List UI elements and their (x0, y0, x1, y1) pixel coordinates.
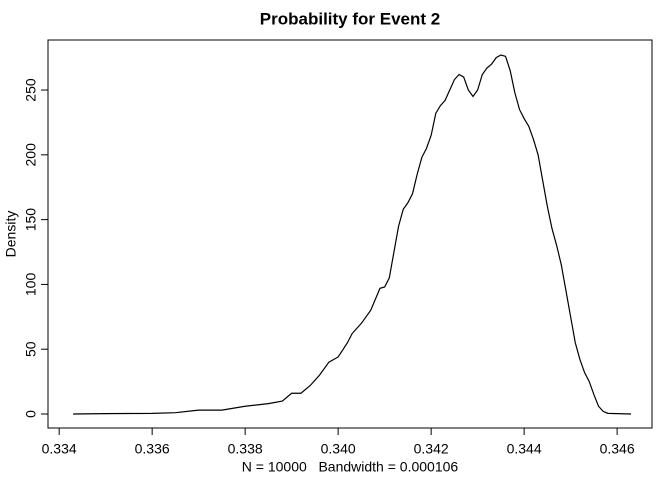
x-tick-label: 0.336 (135, 441, 170, 457)
x-axis-label: N = 10000 Bandwidth = 0.000106 (242, 459, 459, 475)
y-tick-label: 150 (23, 208, 39, 232)
x-tick-label: 0.342 (414, 441, 449, 457)
x-tick-label: 0.338 (228, 441, 263, 457)
y-tick-label: 50 (23, 341, 39, 357)
y-tick-label: 100 (23, 273, 39, 297)
x-tick-label: 0.340 (321, 441, 356, 457)
density-line (73, 54, 632, 415)
y-tick-label: 0 (23, 410, 39, 418)
chart-title: Probability for Event 2 (260, 9, 440, 28)
plot-box (47, 39, 653, 429)
y-tick-label: 200 (23, 143, 39, 167)
y-axis-label: Density (3, 211, 19, 258)
x-tick-label: 0.344 (507, 441, 542, 457)
x-tick-label: 0.346 (600, 441, 635, 457)
y-tick-label: 250 (23, 78, 39, 102)
x-tick-label: 0.334 (42, 441, 77, 457)
